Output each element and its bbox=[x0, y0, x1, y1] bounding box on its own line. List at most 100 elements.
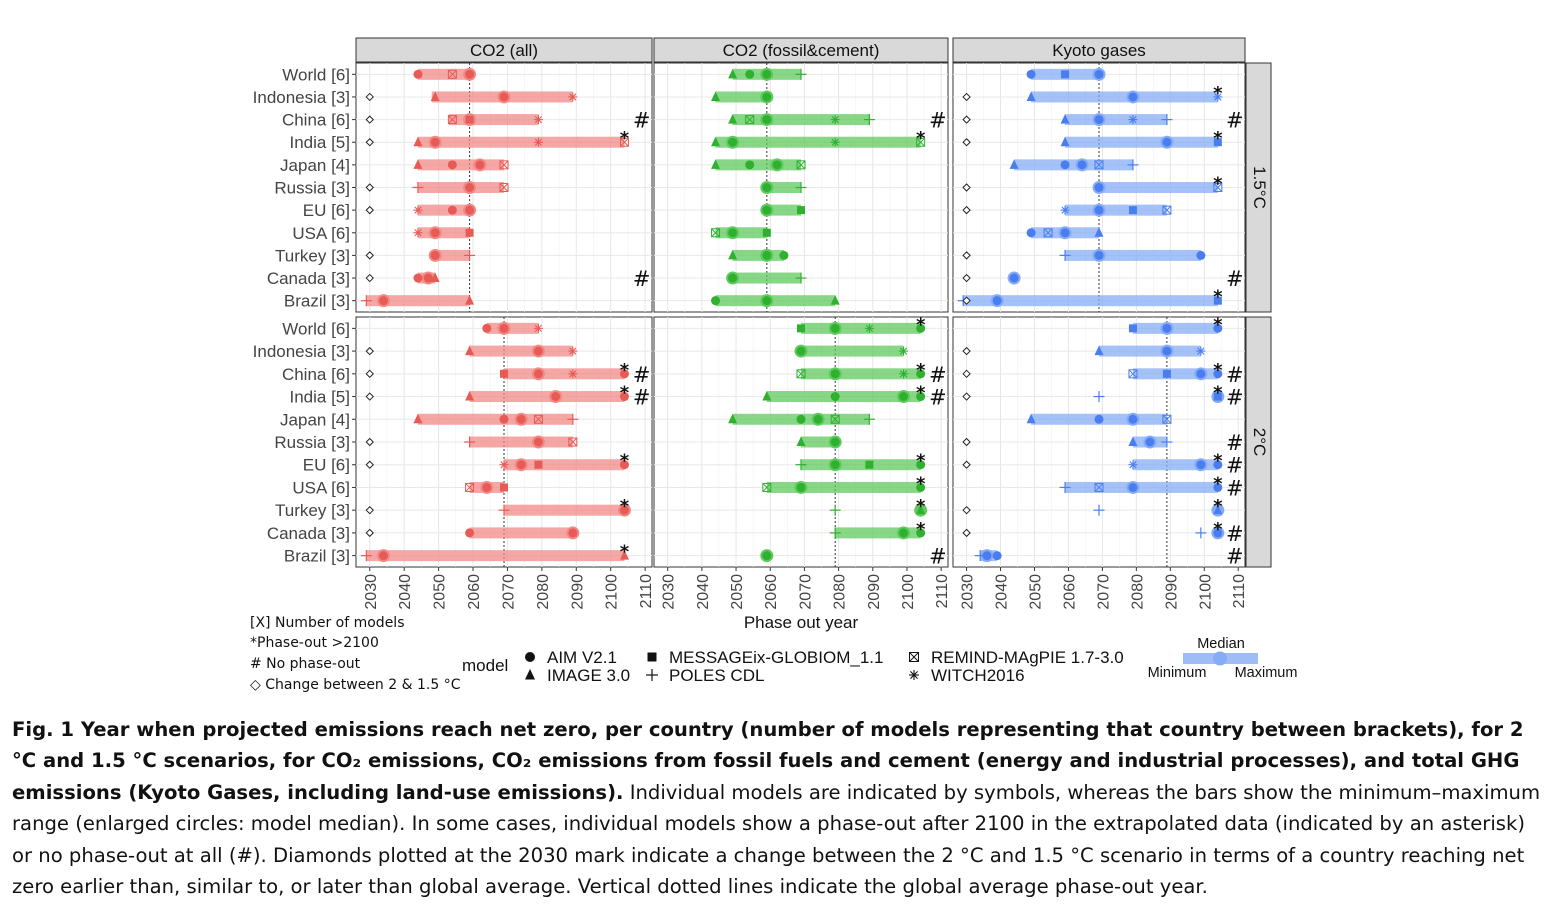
model-point bbox=[533, 346, 543, 356]
model-point bbox=[413, 228, 423, 238]
legend-model-label: AIM V2.1 bbox=[547, 648, 617, 667]
model-point bbox=[619, 460, 629, 470]
range-bar bbox=[417, 227, 470, 239]
legend-median-label: Median bbox=[1197, 636, 1245, 652]
row-strip-label: 1.5°C bbox=[1250, 166, 1269, 209]
model-point bbox=[1059, 249, 1071, 261]
legend-title: model bbox=[462, 656, 508, 675]
model-point bbox=[1026, 228, 1036, 238]
model-point bbox=[499, 460, 509, 470]
asterisk-marker: * bbox=[1213, 314, 1223, 335]
model-point bbox=[728, 68, 738, 79]
model-point bbox=[1213, 528, 1223, 538]
model-point bbox=[795, 68, 807, 80]
country-label: India [5] bbox=[290, 133, 351, 152]
hash-marker: # bbox=[1226, 363, 1244, 387]
model-point bbox=[413, 273, 423, 283]
country-label: India [5] bbox=[290, 388, 351, 407]
country-label: Indonesia [3] bbox=[253, 88, 350, 107]
model-point bbox=[1145, 437, 1155, 447]
asterisk-marker: * bbox=[1213, 174, 1223, 195]
asterisk-marker: * bbox=[916, 451, 926, 472]
model-point bbox=[1128, 482, 1138, 492]
x-tick-label: 2080 bbox=[535, 574, 552, 610]
model-point bbox=[516, 460, 526, 470]
country-label: Brazil [3] bbox=[284, 547, 350, 566]
column-strip bbox=[355, 37, 653, 63]
model-point bbox=[795, 182, 807, 193]
range-bar bbox=[732, 272, 801, 284]
range-bar bbox=[469, 527, 573, 539]
model-point bbox=[1060, 114, 1070, 124]
range-bar bbox=[469, 436, 573, 448]
range-bar bbox=[766, 182, 801, 193]
x-tick-label: 2030 bbox=[661, 574, 678, 610]
country-label: World [6] bbox=[282, 65, 350, 84]
model-point bbox=[1128, 460, 1138, 470]
diamond-marker bbox=[365, 392, 374, 401]
model-point bbox=[499, 160, 509, 170]
model-point bbox=[830, 115, 840, 125]
legend-median-circle bbox=[1213, 651, 1227, 666]
model-point bbox=[1094, 414, 1104, 424]
hash-marker: # bbox=[1226, 267, 1244, 291]
model-point bbox=[1162, 369, 1171, 378]
model-point bbox=[533, 323, 543, 333]
range-bar bbox=[417, 68, 470, 80]
range-bar bbox=[715, 136, 921, 148]
model-point bbox=[568, 369, 578, 379]
model-point bbox=[795, 459, 807, 471]
note-no-phase-out: # No phase-out bbox=[250, 656, 361, 672]
model-point bbox=[1213, 138, 1222, 147]
model-point bbox=[797, 206, 805, 215]
model-point bbox=[1128, 414, 1138, 424]
model-point bbox=[916, 369, 926, 379]
model-point bbox=[1061, 70, 1070, 79]
model-point bbox=[992, 551, 1002, 561]
note-phase-out: *Phase-out >2100 bbox=[250, 635, 379, 651]
model-point bbox=[647, 652, 657, 662]
model-point bbox=[1128, 206, 1137, 215]
range-bar bbox=[366, 295, 470, 307]
model-point bbox=[568, 92, 578, 102]
range-bar bbox=[1132, 322, 1218, 334]
model-point bbox=[619, 505, 629, 515]
hash-marker: # bbox=[633, 109, 651, 133]
model-point bbox=[533, 115, 543, 125]
model-point bbox=[413, 136, 423, 147]
x-tick-label: 2110 bbox=[1231, 574, 1248, 609]
range-bar bbox=[1065, 481, 1218, 493]
range-bar bbox=[801, 322, 921, 334]
model-point bbox=[745, 69, 755, 79]
model-point bbox=[1093, 391, 1105, 403]
range-bar bbox=[417, 159, 504, 171]
asterisk-marker: * bbox=[1213, 519, 1223, 540]
asterisk-marker: * bbox=[1213, 83, 1223, 104]
range-bar bbox=[417, 204, 470, 216]
asterisk-marker: * bbox=[1213, 360, 1223, 381]
model-point bbox=[360, 295, 372, 307]
diamond-marker bbox=[962, 205, 971, 215]
x-tick-label: 2050 bbox=[729, 574, 746, 610]
model-point bbox=[1094, 69, 1104, 79]
model-point bbox=[1060, 136, 1070, 147]
hash-marker: # bbox=[633, 386, 651, 410]
diamond-marker bbox=[962, 273, 971, 283]
model-point bbox=[465, 345, 475, 356]
model-point bbox=[796, 346, 806, 356]
x-tick-label: 2100 bbox=[1197, 574, 1214, 610]
model-point bbox=[1196, 460, 1206, 470]
x-tick-label: 2090 bbox=[1163, 574, 1180, 610]
model-point bbox=[830, 295, 840, 305]
model-point bbox=[1213, 92, 1223, 102]
diamond-marker bbox=[365, 251, 374, 260]
asterisk-marker: * bbox=[620, 383, 630, 404]
column-strip bbox=[653, 37, 949, 63]
model-point bbox=[711, 228, 721, 238]
model-point bbox=[465, 482, 475, 492]
model-point bbox=[447, 160, 457, 170]
range-bar bbox=[366, 550, 625, 562]
range-bar bbox=[504, 368, 625, 380]
model-point bbox=[464, 436, 476, 448]
diamond-marker bbox=[365, 437, 374, 447]
